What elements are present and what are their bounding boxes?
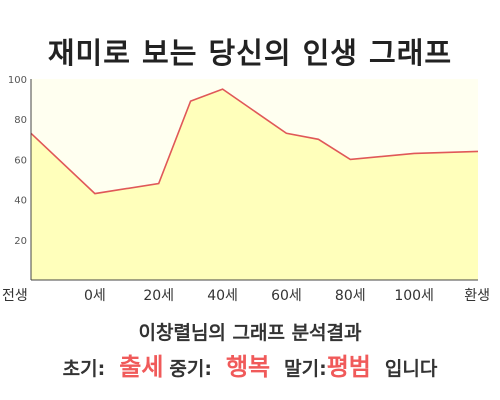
analysis-subtitle: 이창렬님의 그래프 분석결과 <box>138 322 362 344</box>
middle-label: 중기: <box>169 358 212 380</box>
x-tick-label: 20세 <box>143 288 174 304</box>
x-tick-label: 60세 <box>271 288 302 304</box>
x-tick-label: 환생 <box>464 288 490 304</box>
early-value: 출세 <box>119 353 164 381</box>
late-value: 평범 <box>326 353 371 381</box>
area-fill <box>31 89 478 280</box>
ending-text: 입니다 <box>384 358 438 380</box>
x-axis-ticks: 전생 0세 20세 40세 60세 80세 100세 환생 <box>2 288 490 304</box>
x-tick-label: 전생 <box>2 288 28 304</box>
y-tick-label: 40 <box>14 196 27 207</box>
x-tick-label: 40세 <box>207 288 238 304</box>
x-tick-label: 80세 <box>335 288 366 304</box>
early-label: 초기: <box>62 358 106 380</box>
x-tick-label: 0세 <box>84 288 106 304</box>
y-tick-label: 100 <box>8 75 27 86</box>
y-tick-label: 20 <box>14 236 27 247</box>
late-label: 말기: <box>284 358 327 380</box>
y-axis-ticks: 20 40 60 80 100 <box>8 75 27 247</box>
series-line <box>30 88 479 195</box>
y-tick-label: 80 <box>14 115 27 126</box>
x-tick-label: 100세 <box>394 288 434 304</box>
middle-value: 행복 <box>225 353 271 381</box>
chart-title: 재미로 보는 당신의 인생 그래프 <box>47 36 453 70</box>
y-tick-label: 60 <box>14 155 27 166</box>
analysis-summary: 초기: 출세 중기: 행복 말기:평범 입니다 <box>0 347 500 382</box>
